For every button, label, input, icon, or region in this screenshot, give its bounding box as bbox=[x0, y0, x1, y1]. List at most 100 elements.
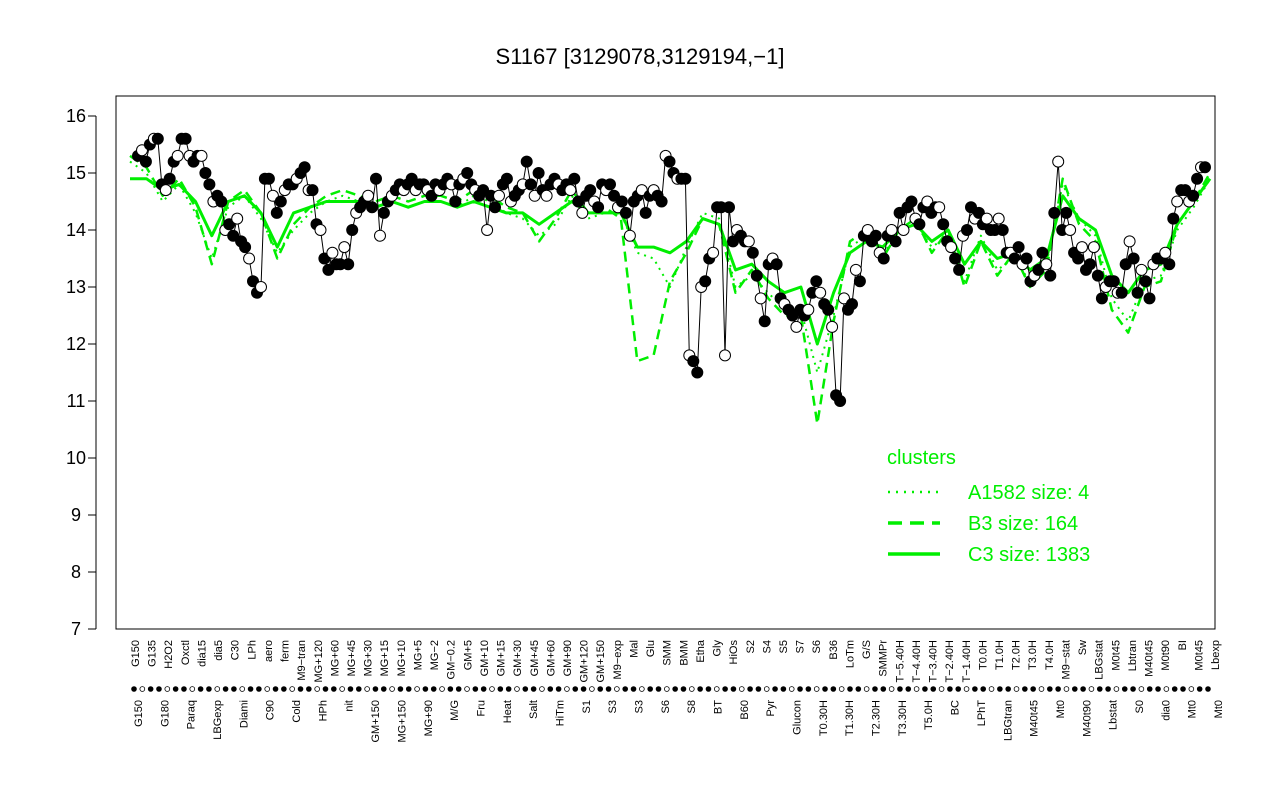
x-tick-marker bbox=[855, 686, 862, 692]
data-point bbox=[996, 224, 1009, 236]
data-point bbox=[770, 258, 783, 271]
x-tick-marker bbox=[689, 686, 695, 692]
points-layer bbox=[132, 132, 1211, 407]
x-tick-marker bbox=[1171, 686, 1178, 692]
data-point bbox=[1131, 286, 1144, 299]
x-tick-label: T0.30H bbox=[818, 700, 830, 736]
x-tick-marker bbox=[930, 686, 937, 692]
x-tick-label: BMM bbox=[678, 640, 690, 666]
x-tick-label: T−4.40H bbox=[911, 640, 923, 683]
x-tick-label: M40t45 bbox=[1029, 700, 1041, 737]
y-tick-label: 14 bbox=[66, 220, 86, 240]
x-tick-marker bbox=[339, 686, 345, 692]
data-point bbox=[1139, 275, 1152, 288]
x-tick-marker bbox=[988, 686, 995, 692]
data-point bbox=[1084, 258, 1096, 271]
x-tick-marker bbox=[1180, 686, 1186, 692]
x-tick-marker bbox=[580, 686, 587, 692]
x-tick-label: MG−2 bbox=[429, 640, 441, 670]
x-tick-marker bbox=[397, 686, 404, 692]
x-tick-label: Fru bbox=[475, 700, 487, 717]
x-tick-label: S8 bbox=[686, 700, 698, 713]
data-point bbox=[949, 252, 962, 265]
x-tick-marker bbox=[747, 686, 753, 692]
data-point bbox=[1044, 269, 1057, 282]
data-point bbox=[377, 206, 390, 219]
data-point bbox=[1159, 246, 1172, 259]
x-tick-marker bbox=[614, 686, 620, 692]
x-tick-marker bbox=[172, 686, 179, 692]
data-point bbox=[199, 167, 212, 179]
data-point bbox=[366, 201, 378, 214]
x-tick-marker bbox=[872, 686, 878, 692]
x-tick-label: Lbexp bbox=[1210, 640, 1222, 670]
x-tick-label: MG+60 bbox=[329, 640, 341, 676]
x-tick-label: T−2.40H bbox=[944, 640, 956, 683]
data-point bbox=[493, 189, 505, 202]
x-tick-marker bbox=[1022, 686, 1028, 692]
x-tick-marker bbox=[181, 686, 187, 692]
x-tick-label: LBGtran bbox=[1002, 700, 1014, 741]
x-tick-marker bbox=[306, 686, 312, 692]
x-tick-label: LBGstat bbox=[1094, 640, 1106, 680]
data-point bbox=[500, 172, 513, 185]
x-tick-label: BT bbox=[713, 700, 725, 714]
legend-label-a1582: A1582 size: 4 bbox=[968, 482, 1089, 504]
x-tick-label: M9−stat bbox=[1060, 640, 1072, 679]
x-tick-marker bbox=[822, 686, 828, 692]
data-point bbox=[203, 178, 216, 191]
x-tick-marker bbox=[539, 686, 545, 692]
x-tick-label: G135 bbox=[147, 640, 159, 667]
x-tick-label: GM+5 bbox=[462, 640, 474, 670]
x-tick-label: HiTm bbox=[554, 700, 566, 726]
x-tick-label: T2.0H bbox=[1011, 640, 1023, 670]
data-point bbox=[992, 212, 1005, 225]
data-point bbox=[370, 172, 382, 185]
x-tick-label: Etha bbox=[695, 639, 707, 663]
x-tick-label: Oxctl bbox=[180, 640, 192, 665]
x-tick-marker bbox=[788, 686, 795, 692]
x-tick-label: S1 bbox=[581, 700, 593, 713]
x-tick-label: G180 bbox=[159, 700, 171, 727]
x-tick-marker bbox=[389, 686, 395, 692]
data-point bbox=[1091, 269, 1104, 282]
data-point bbox=[1072, 252, 1085, 265]
x-tick-marker bbox=[314, 686, 320, 692]
data-point bbox=[1048, 206, 1061, 219]
x-tick-marker bbox=[664, 686, 670, 692]
x-tick-marker bbox=[1038, 686, 1045, 692]
x-tick-marker bbox=[164, 686, 171, 692]
x-tick-marker bbox=[1013, 686, 1020, 692]
x-tick-label: GM+90 bbox=[562, 640, 574, 676]
data-point bbox=[802, 303, 815, 316]
x-tick-label: T4.0H bbox=[1044, 640, 1056, 670]
legend: clusters A1582 size: 4 B3 size: 164 C3 s… bbox=[887, 447, 1090, 566]
y-tick-label: 13 bbox=[66, 277, 86, 297]
y-tick-label: 12 bbox=[66, 334, 86, 354]
x-tick-label: MG+30 bbox=[363, 640, 375, 676]
x-tick-label: GM+60 bbox=[545, 640, 557, 676]
x-tick-label: Lbtran bbox=[1127, 640, 1139, 671]
x-tick-label: S4 bbox=[761, 640, 773, 653]
data-point bbox=[584, 184, 597, 197]
x-tick-marker bbox=[897, 686, 903, 692]
data-point bbox=[1135, 263, 1148, 276]
data-point bbox=[687, 355, 700, 368]
data-point bbox=[655, 195, 668, 208]
x-tick-label: C30 bbox=[230, 640, 242, 660]
x-tick-marker bbox=[430, 686, 437, 692]
data-point bbox=[853, 275, 866, 288]
data-point bbox=[1064, 224, 1077, 236]
x-tick-label: T−5.40H bbox=[894, 640, 906, 683]
data-point bbox=[215, 195, 228, 208]
x-tick-marker bbox=[439, 686, 445, 692]
data-point bbox=[564, 184, 577, 197]
x-tick-marker bbox=[972, 686, 978, 692]
data-point bbox=[243, 252, 256, 265]
x-tick-marker bbox=[730, 686, 737, 692]
x-tick-marker bbox=[797, 686, 803, 692]
x-tick-label: nit bbox=[344, 700, 356, 712]
x-tick-marker bbox=[997, 686, 1003, 692]
x-tick-marker bbox=[522, 686, 529, 692]
